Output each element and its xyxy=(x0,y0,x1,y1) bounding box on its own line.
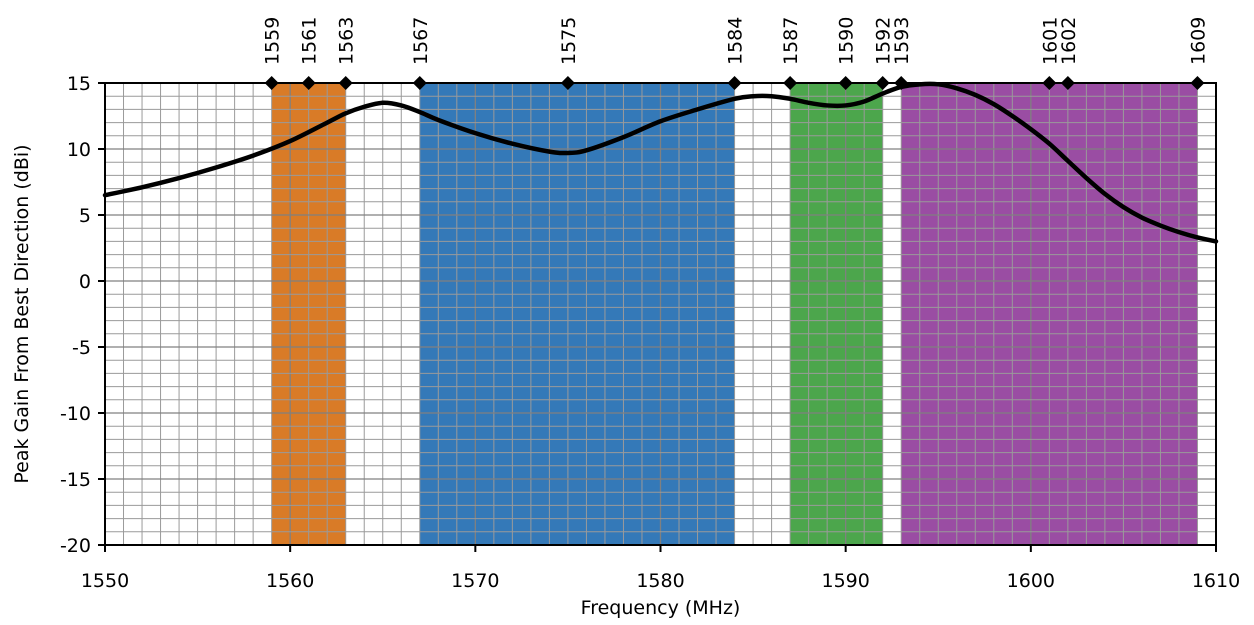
grid-lines xyxy=(105,83,1216,545)
axis-ticks xyxy=(98,82,1217,552)
x-tick-label-1610: 1610 xyxy=(1192,570,1240,592)
marker-label-1563: 1563 xyxy=(336,17,358,65)
marker-diamond-1592 xyxy=(875,76,890,90)
y-tick-label--20: -20 xyxy=(60,535,91,557)
x-axis-title: Frequency (MHz) xyxy=(581,597,741,619)
y-tick-labels: 15 10 5 0 -5 -10 -15 -20 xyxy=(60,73,91,557)
marker-label-1567: 1567 xyxy=(410,17,432,65)
marker-label-1593: 1593 xyxy=(891,17,913,65)
marker-diamond-1587 xyxy=(783,76,798,90)
marker-diamond-1593 xyxy=(894,76,909,90)
marker-label-1602: 1602 xyxy=(1058,17,1080,65)
marker-diamond-1601 xyxy=(1042,76,1057,90)
y-tick-label--15: -15 xyxy=(60,469,91,491)
marker-diamond-1561 xyxy=(301,76,316,90)
marker-label-1592: 1592 xyxy=(873,17,895,65)
x-tick-labels: 1550 1560 1570 1580 1590 1600 1610 xyxy=(81,570,1240,592)
marker-label-1590: 1590 xyxy=(836,17,858,65)
marker-label-1584: 1584 xyxy=(725,17,747,65)
y-tick-label--5: -5 xyxy=(72,337,91,359)
marker-diamond-1559 xyxy=(264,76,279,90)
marker-diamond-1609 xyxy=(1190,76,1205,90)
series-line-0 xyxy=(102,81,1219,244)
x-tick-label-1570: 1570 xyxy=(451,570,499,592)
marker-diamond-1584 xyxy=(727,76,742,90)
x-tick-label-1560: 1560 xyxy=(266,570,314,592)
marker-diamond-1575 xyxy=(560,76,575,90)
y-tick-label-10: 10 xyxy=(67,139,91,161)
marker-label-1561: 1561 xyxy=(299,17,321,65)
marker-diamond-1590 xyxy=(838,76,853,90)
marker-label-1609: 1609 xyxy=(1187,17,1209,65)
y-axis-title: Peak Gain From Best Direction (dBi) xyxy=(11,144,33,483)
y-tick-label--10: -10 xyxy=(60,403,91,425)
y-tick-label-0: 0 xyxy=(79,271,91,293)
band-2 xyxy=(790,83,883,545)
x-tick-label-1550: 1550 xyxy=(81,570,129,592)
x-tick-label-1580: 1580 xyxy=(636,570,684,592)
frequency-markers: 1559 1561 1563 1567 1575 1584 1587 1590 15921593… xyxy=(262,17,1209,90)
marker-label-1587: 1587 xyxy=(780,17,802,65)
marker-label-1575: 1575 xyxy=(558,17,580,65)
marker-label-1601: 1601 xyxy=(1039,17,1061,65)
x-tick-label-1590: 1590 xyxy=(821,570,869,592)
x-tick-label-1600: 1600 xyxy=(1007,570,1055,592)
y-tick-label-15: 15 xyxy=(67,73,91,95)
series-layer xyxy=(102,81,1219,244)
marker-diamond-1602 xyxy=(1060,76,1075,90)
y-tick-label-5: 5 xyxy=(79,205,91,227)
marker-diamond-1567 xyxy=(412,76,427,90)
band-1 xyxy=(419,83,735,545)
marker-diamond-1563 xyxy=(338,76,353,90)
marker-label-1559: 1559 xyxy=(262,17,284,65)
